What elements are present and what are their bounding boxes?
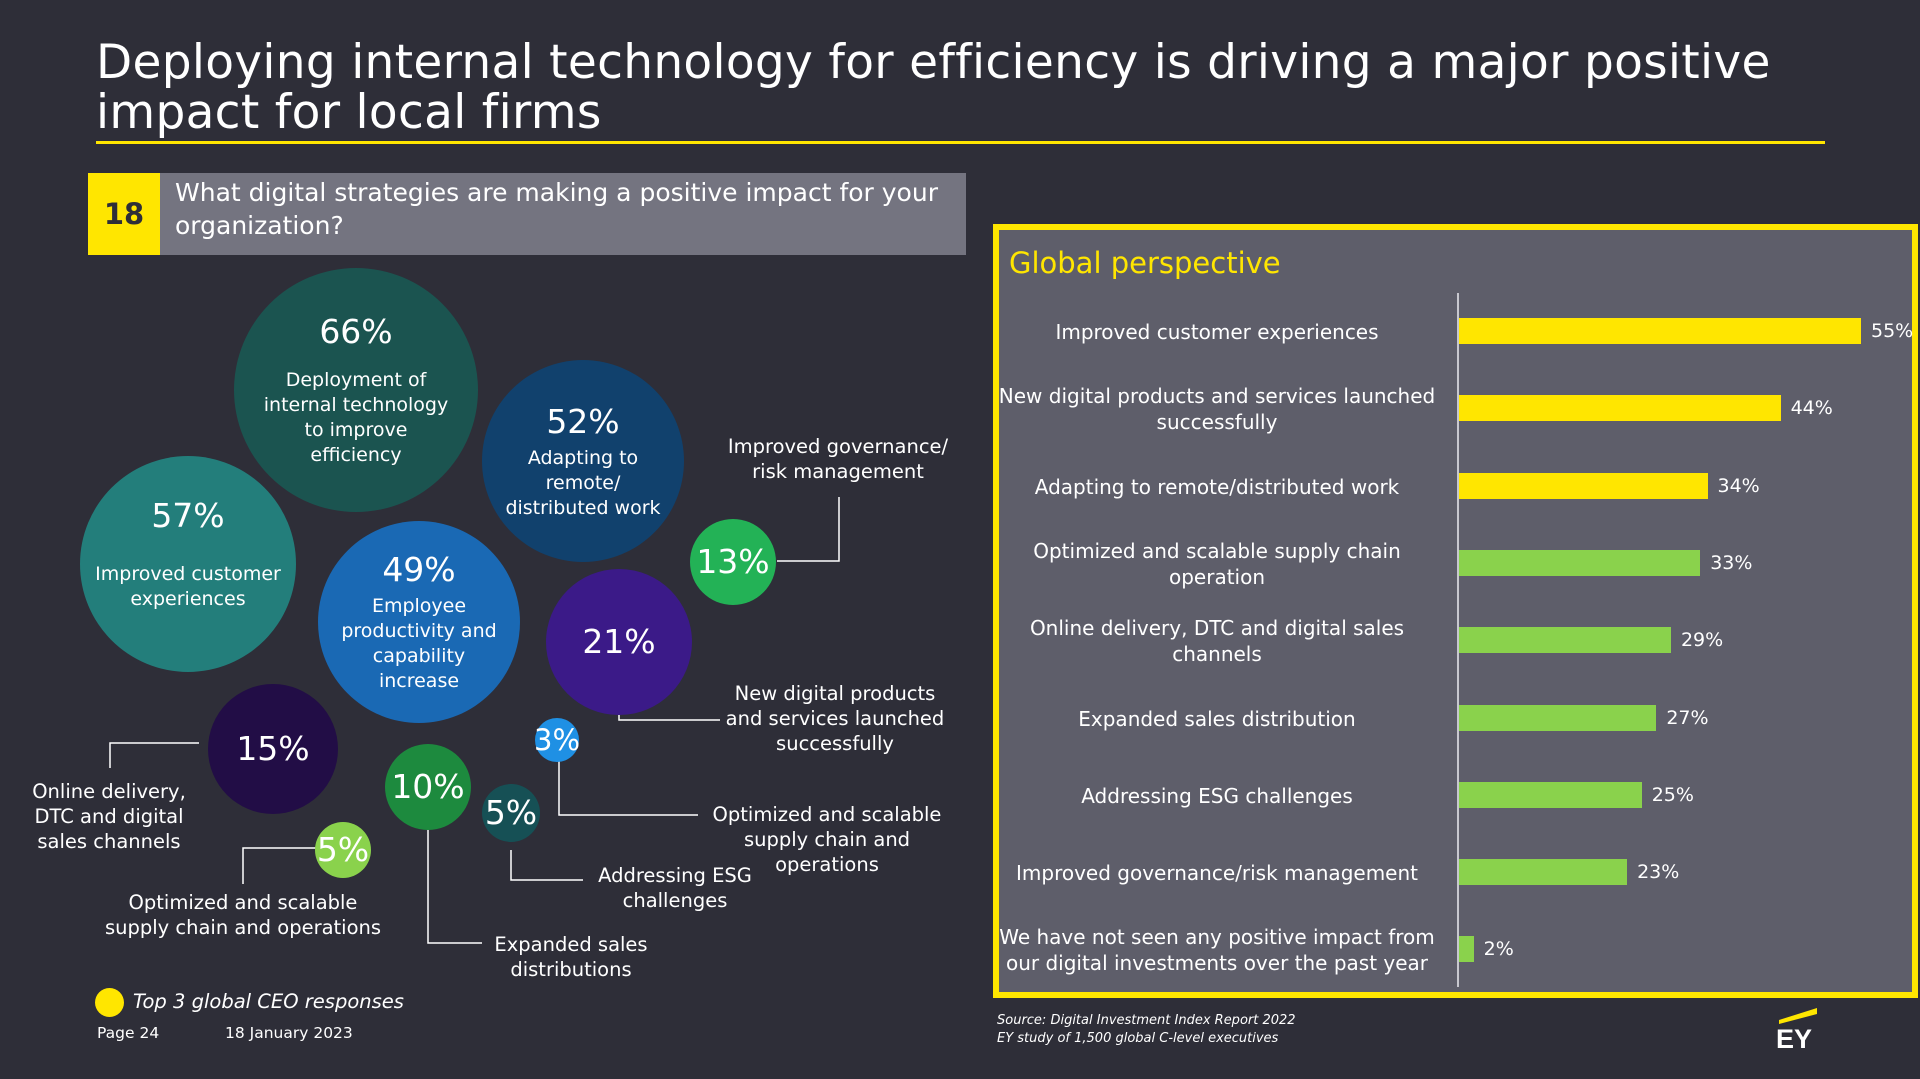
chart-title: Global perspective [1009,246,1281,280]
bar-value-label: 44% [1790,397,1833,420]
bubble-label: Employee productivity and capability inc… [341,595,497,692]
bubble-value: 66% [319,312,393,351]
bar [1459,318,1861,344]
bubble-value: 21% [582,622,656,661]
leader-line-expanded-sales [427,829,482,944]
bar-value-label: 34% [1717,474,1760,497]
category-label: Optimized and scalable supply chain oper… [1033,538,1401,589]
footer-date: 18 January 2023 [225,1024,353,1042]
leader-line-new-products [618,714,720,721]
category-label: Adapting to remote/distributed work [1034,474,1400,499]
bar [1459,395,1781,422]
bar [1459,627,1671,654]
bubble-label: Improved customer experiences [95,563,281,610]
leader-line-supply-chain-right [558,758,698,816]
bubble-label: Deployment of internal technology to imp… [263,369,449,466]
category-label: Addressing ESG challenges [1081,783,1353,808]
bar-value-label: 27% [1666,706,1709,729]
source-note: Source: Digital Investment Index Report … [997,1012,1296,1048]
leader-line-online-delivery [109,742,199,768]
question-number: 18 [88,173,160,255]
bubble-esg: 5% [482,784,540,842]
category-label: Improved governance/risk management [1016,861,1418,886]
label-expanded-sales: Expanded sales distributions [494,933,648,981]
bubble-value: 13% [696,542,770,581]
bubble-value: 57% [151,496,225,535]
legend-swatch [95,988,124,1017]
label-supply-chain-left: Optimized and scalable supply chain and … [104,891,382,939]
source-line-2: EY study of 1,500 global C-level executi… [997,1031,1279,1046]
logo-text: EY [1776,1024,1812,1050]
bubble-value: 5% [484,793,538,832]
source-line-1: Source: Digital Investment Index Report … [997,1013,1296,1028]
page-title: Deploying internal technology for effici… [96,35,1771,140]
bubble-value: 49% [382,550,456,589]
bubble-supply-chain-right: 3% [534,718,581,762]
bar [1459,859,1628,886]
bubble-label: Adapting to remote/ distributed work [505,446,661,519]
category-label: New digital products and services launch… [998,384,1436,435]
bar [1459,781,1642,808]
global-perspective-panel [993,224,1918,998]
logo-beam [1779,1008,1817,1024]
bubble-online-delivery: 15% [208,684,338,814]
bubble-new-products: 21% [546,569,692,715]
leader-line-supply-chain-left [242,847,316,884]
question-banner [88,173,966,255]
bubble-customer-experiences: 57% Improved customer experiences [80,456,296,672]
label-governance: Improved governance/ risk management [727,435,949,483]
page-number: Page 24 [97,1024,160,1042]
category-label: We have not seen any positive impact fro… [999,925,1435,976]
bar-value-label: 55% [1871,320,1914,342]
bubble-value: 52% [546,401,620,441]
ey-logo: EY [1776,1008,1817,1050]
bubble-supply-chain-left: 5% [315,822,371,878]
bar [1459,472,1708,499]
bar [1459,549,1701,576]
bar-value-label: 2% [1483,938,1514,961]
category-label: Improved customer experiences [1055,320,1379,344]
title-underline [96,141,1825,144]
chart-axis [1457,293,1459,987]
leader-line-esg [510,850,583,881]
bubble-remote-work: 52% Adapting to remote/ distributed work [482,360,684,562]
leader-lines [109,497,840,944]
legend-text: Top 3 global CEO responses [133,990,404,1013]
bubble-value: 5% [316,830,370,869]
bubble-expanded-sales: 10% [385,744,471,830]
bubble-internal-technology: 66% Deployment of internal technology to… [234,268,478,512]
category-label: Expanded sales distribution [1078,706,1356,731]
bubble-value: 10% [391,767,465,806]
bar [1459,704,1657,731]
label-online-delivery: Online delivery, DTC and digital sales c… [32,780,186,853]
leader-line-governance [777,497,840,562]
bubble-value: 15% [236,729,310,768]
bubble-employee-productivity: 49% Employee productivity and capability… [318,521,520,723]
bar-value-label: 25% [1651,783,1694,806]
category-label: Online delivery, DTC and digital sales c… [1029,616,1405,667]
label-supply-chain-right: Optimized and scalable supply chain and … [712,803,942,876]
bar [1459,936,1474,963]
bubble-value: 3% [534,723,581,757]
bar-value-label: 33% [1710,551,1753,574]
bubble-governance: 13% [690,519,776,605]
label-esg: Addressing ESG challenges [598,864,752,912]
question-text: What digital strategies are making a pos… [175,178,938,240]
bar-value-label: 29% [1680,629,1724,652]
label-new-products: New digital products and services launch… [725,682,945,755]
bar-value-label: 23% [1637,861,1680,884]
